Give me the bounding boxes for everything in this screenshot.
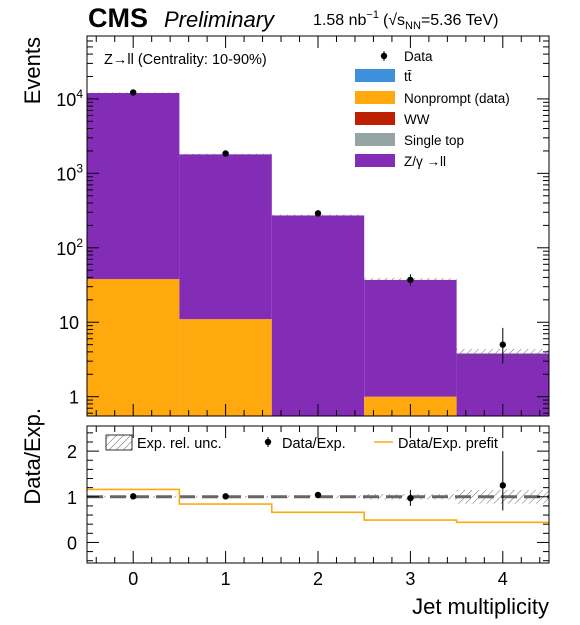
annotation-label: Z→ll (Centrality: 10-90%): [104, 52, 267, 68]
legend-zgamma-swatch: [355, 154, 395, 167]
main-y-tick-label: 102: [56, 236, 83, 259]
ratio-points: [130, 451, 506, 511]
legend-ww-swatch: [355, 112, 395, 125]
energy-subscript: NN: [405, 20, 421, 32]
ratio-x-tick-label: 0: [128, 569, 138, 589]
lumi-value: 1.58 nb: [313, 12, 366, 29]
ratio-x-tick-label: 3: [405, 569, 415, 589]
status-label: Preliminary: [164, 7, 276, 32]
main-legend: Data tt̄ Nonprompt (data) WW Single top …: [355, 49, 510, 169]
main-y-label: Events: [20, 37, 45, 104]
ratio-panel: 0 1 2 0 1 2 3 4 Data/Exp. Jet multiplicity Exp…: [20, 408, 550, 619]
legend-singletop-swatch: [355, 133, 395, 146]
main-y-tick-label: 104: [56, 87, 83, 110]
data-point-bin-1: [222, 150, 229, 157]
ratio-point-bin-0: [130, 493, 137, 500]
ratio-x-tick-label: 4: [498, 569, 508, 589]
main-panel: 1 10 102 103 104 Events Z→ll (Centrality: 10…: [20, 35, 550, 417]
prefit-step-line: [87, 488, 549, 524]
legend-ww-label: WW: [404, 112, 430, 127]
lumi-exponent: −1: [366, 9, 379, 21]
energy-suffix: =5.36 TeV): [421, 12, 499, 29]
x-axis-label: Jet multiplicity: [412, 594, 549, 619]
legend-ttbar-label: tt̄: [404, 69, 412, 84]
data-point-bin-3: [407, 276, 414, 284]
legend-unc-swatch: [105, 434, 133, 451]
ratio-y-tick-label: 1: [67, 488, 77, 508]
legend-unc-label: Exp. rel. unc.: [137, 436, 222, 452]
hist-bar-nonprompt-data--bin-1: [179, 319, 272, 416]
ratio-y-label: Data/Exp.: [20, 408, 45, 505]
hist-bar-z-ll-bin-0: [87, 93, 180, 280]
data-points: [130, 89, 506, 364]
ratio-point-bin-4: [499, 482, 506, 489]
ratio-y-axis: 0 1 2: [67, 432, 549, 562]
experiment-label: CMS: [88, 3, 148, 33]
legend-ttbar-swatch: [355, 69, 395, 82]
main-y-tick-label: 103: [56, 161, 83, 184]
hist-bar-z-ll-bin-1: [179, 154, 272, 320]
legend-prefit-label: Data/Exp. prefit: [398, 436, 498, 452]
ratio-x-tick-label: 1: [221, 569, 231, 589]
legend-ratio-label: Data/Exp.: [282, 436, 346, 452]
lumi-label: 1.58 nb−1 (√sNN=5.36 TeV): [313, 9, 498, 32]
ratio-y-tick-label: 2: [67, 442, 77, 462]
stacked-histogram: [87, 93, 549, 416]
ratio-point-bin-2: [314, 491, 322, 499]
ratio-x-axis: 0 1 2 3 4: [95, 426, 541, 589]
legend-singletop-label: Single top: [404, 133, 464, 148]
ratio-legend: Exp. rel. unc. Data/Exp. Data/Exp. prefi…: [105, 434, 498, 452]
legend-data-label: Data: [404, 49, 433, 64]
ratio-point-bin-1: [222, 493, 229, 500]
legend-zgamma-label: Z/γ →ll: [404, 154, 446, 169]
main-y-axis: 1 10 102 103 104: [56, 35, 549, 414]
main-y-tick-label: 10: [59, 313, 79, 333]
ratio-point-bin-3: [407, 494, 414, 502]
main-y-tick-label: 1: [69, 388, 79, 408]
hist-bar-z-ll-bin-2: [271, 215, 365, 416]
data-point-bin-4: [499, 341, 506, 348]
ratio-x-tick-label: 2: [313, 569, 323, 589]
data-point-bin-2: [314, 210, 322, 217]
main-x-ticks: [95, 36, 541, 416]
ratio-prefit-line: [87, 488, 549, 524]
hist-bar-nonprompt-data--bin-0: [87, 279, 180, 416]
energy-prefix: (√s: [383, 12, 405, 29]
hist-bar-z-ll-bin-3: [364, 279, 457, 397]
legend-nonprompt-swatch: [355, 91, 395, 104]
legend-nonprompt-label: Nonprompt (data): [404, 91, 510, 106]
data-point-bin-0: [130, 89, 137, 96]
ratio-y-tick-label: 0: [67, 533, 77, 553]
